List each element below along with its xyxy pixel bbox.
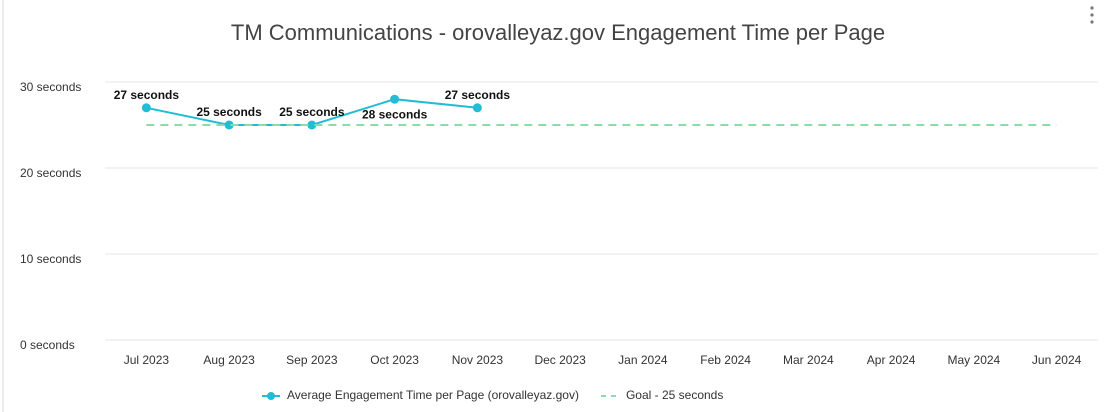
data-label: 25 seconds: [279, 105, 345, 119]
x-tick-label: Aug 2023: [203, 353, 255, 367]
x-tick-label: Oct 2023: [370, 353, 419, 367]
x-tick-label: Jun 2024: [1032, 353, 1082, 367]
data-point: [390, 94, 400, 104]
data-label: 27 seconds: [114, 88, 180, 102]
data-label: 25 seconds: [196, 105, 262, 119]
data-point: [307, 120, 317, 130]
y-tick-label: 30 seconds: [20, 80, 81, 94]
x-tick-label: Apr 2024: [867, 353, 916, 367]
chart-title: TM Communications - orovalleyaz.gov Enga…: [231, 20, 885, 45]
data-point: [224, 120, 234, 130]
x-tick-label: Jul 2023: [124, 353, 170, 367]
data-label: 27 seconds: [445, 88, 511, 102]
legend-label: Goal - 25 seconds: [626, 388, 723, 402]
y-tick-label: 0 seconds: [20, 338, 75, 352]
x-tick-label: Feb 2024: [700, 353, 751, 367]
data-point: [472, 103, 482, 113]
x-tick-label: Mar 2024: [783, 353, 834, 367]
y-tick-label: 10 seconds: [20, 252, 81, 266]
x-tick-label: Jan 2024: [618, 353, 668, 367]
y-tick-label: 20 seconds: [20, 166, 81, 180]
x-tick-label: Dec 2023: [534, 353, 586, 367]
legend-marker: [267, 392, 275, 400]
legend-label: Average Engagement Time per Page (oroval…: [287, 388, 579, 402]
x-tick-label: May 2024: [948, 353, 1001, 367]
legend-item: Goal - 25 seconds: [600, 388, 723, 402]
legend-item: Average Engagement Time per Page (oroval…: [262, 388, 579, 402]
x-tick-label: Nov 2023: [452, 353, 504, 367]
data-label: 28 seconds: [362, 107, 428, 121]
x-tick-label: Sep 2023: [286, 353, 338, 367]
menu-icon[interactable]: [1090, 6, 1094, 24]
data-point: [141, 103, 151, 113]
